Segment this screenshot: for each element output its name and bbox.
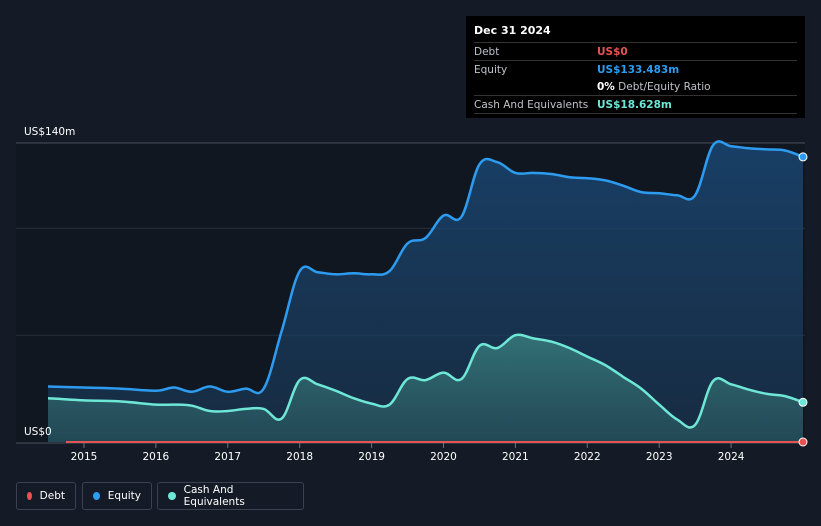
cash-end-point[interactable] — [798, 397, 808, 407]
legend-debt-button[interactable]: Debt — [16, 482, 76, 510]
x-tick-label: 2021 — [502, 451, 529, 463]
y-axis-bottom-label: US$0 — [24, 426, 52, 438]
tooltip-panel: Dec 31 2024 Debt US$0 Equity US$133.483m… — [466, 16, 805, 118]
x-tick-label: 2022 — [574, 451, 601, 463]
cash-line — [47, 333, 804, 429]
equity-line — [47, 140, 804, 395]
tooltip-equity-row: Equity US$133.483m — [474, 61, 797, 78]
debt-dot-icon — [27, 492, 32, 500]
legend-equity-button[interactable]: Equity — [82, 482, 152, 510]
x-tick-label: 2015 — [71, 451, 98, 463]
tooltip-cash-value: US$18.628m — [597, 98, 672, 111]
x-tick-label: 2024 — [718, 451, 745, 463]
legend-debt-label: Debt — [39, 490, 65, 502]
tooltip-cash-row: Cash And Equivalents US$18.628m — [474, 96, 797, 114]
tooltip-equity-label: Equity — [474, 63, 508, 76]
cash-area — [48, 334, 803, 442]
debt-end-point[interactable] — [798, 437, 808, 447]
x-tick-label: 2019 — [358, 451, 385, 463]
tooltip-cash-label: Cash And Equivalents — [474, 98, 589, 111]
x-axis-ticks: 2015 2016 2017 2018 2019 2020 2021 2022 2023 2024 — [71, 443, 745, 463]
legend-cash-button[interactable]: Cash And Equivalents — [157, 482, 304, 510]
y-axis-top-label: US$140m — [24, 126, 75, 138]
tooltip-date: Dec 31 2024 — [474, 24, 797, 43]
x-tick-label: 2016 — [142, 451, 169, 463]
x-tick-label: 2023 — [646, 451, 673, 463]
x-tick-label: 2018 — [286, 451, 313, 463]
legend-equity-label: Equity — [107, 490, 141, 502]
cash-dot-icon — [168, 492, 176, 500]
tooltip-ratio-label: Debt/Equity Ratio — [618, 80, 711, 93]
tooltip-debt-value: US$0 — [597, 45, 628, 58]
tooltip-ratio-row: 0% Debt/Equity Ratio — [474, 78, 797, 96]
tooltip-equity-value: US$133.483m — [597, 63, 680, 76]
x-tick-label: 2017 — [214, 451, 241, 463]
legend-cash-label: Cash And Equivalents — [183, 484, 245, 508]
tooltip-debt-row: Debt US$0 — [474, 43, 797, 61]
equity-area — [48, 141, 803, 442]
equity-dot-icon — [93, 492, 100, 500]
equity-end-point[interactable] — [798, 152, 808, 162]
x-tick-label: 2020 — [430, 451, 457, 463]
tooltip-debt-label: Debt — [474, 45, 500, 58]
tooltip-ratio-value: 0% — [597, 80, 615, 93]
